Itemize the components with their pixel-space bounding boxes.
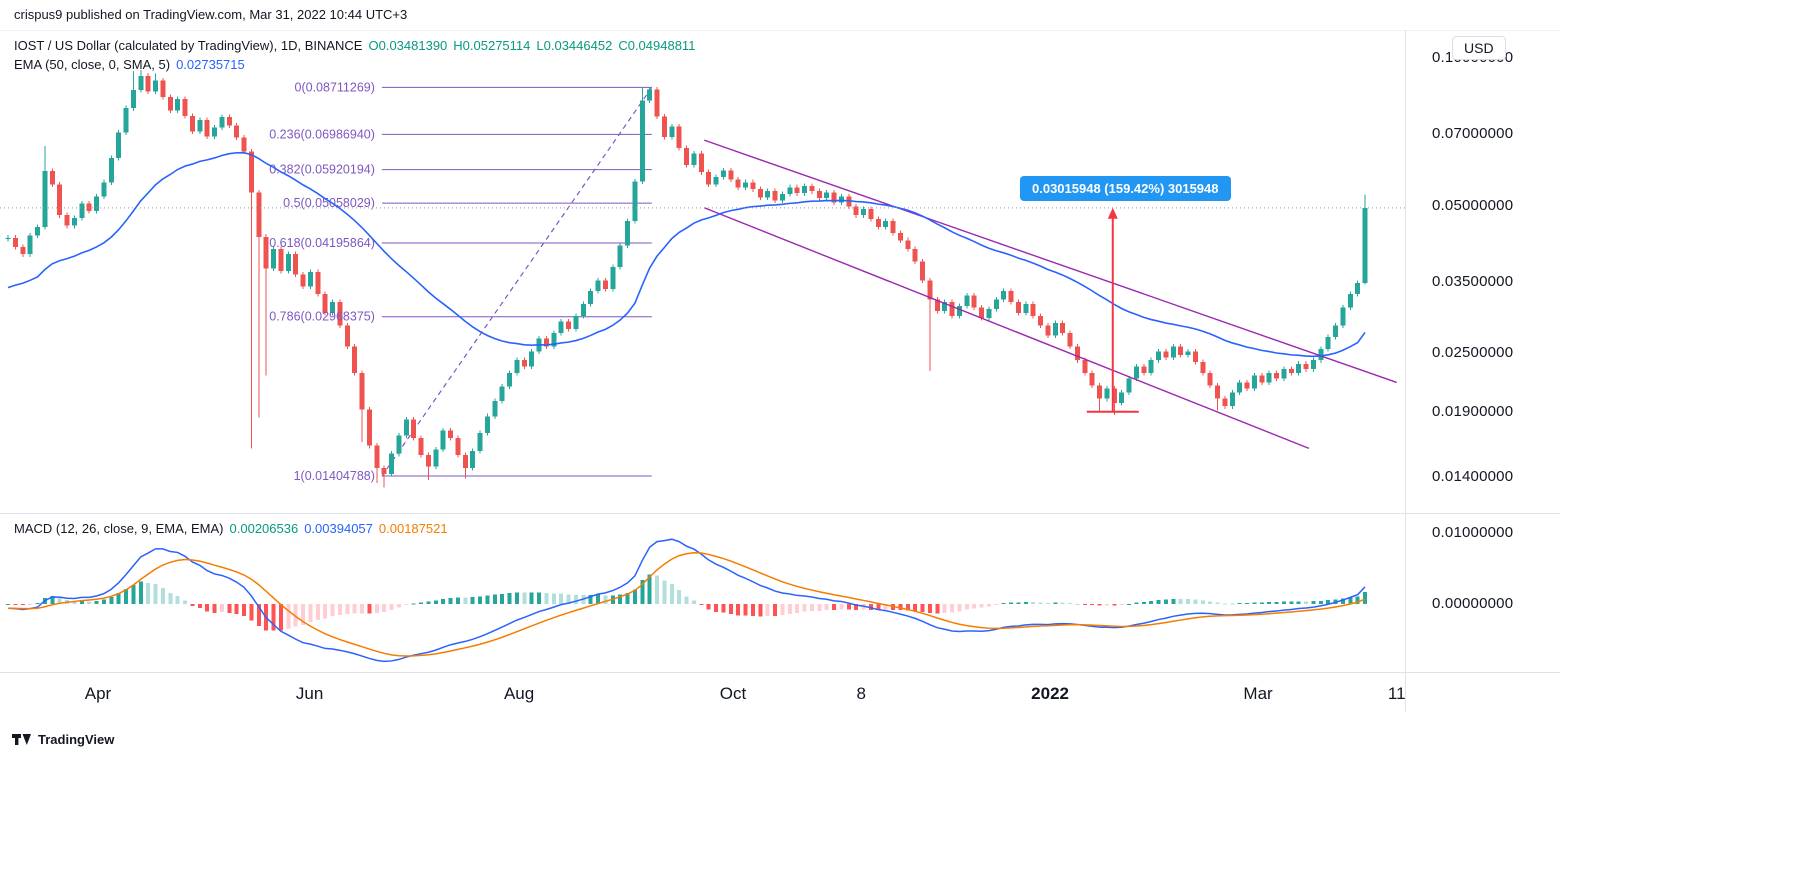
price-axis-label: 0.07000000 — [1432, 124, 1514, 142]
tradingview-brand-text: TradingView — [38, 732, 115, 747]
macd-signal-line — [7, 552, 1366, 657]
fib-level-label: 0.382(0.05920194) — [269, 163, 375, 177]
time-axis[interactable]: Apr Jun Aug Oct 8 2022 Mar 11 — [0, 684, 1406, 712]
ema50-line — [7, 151, 1366, 358]
time-axis-label: 11 — [1387, 684, 1406, 703]
macd-pane[interactable] — [6, 538, 1367, 663]
fib-level-label: 0.618(0.04195864) — [269, 236, 375, 250]
time-axis-separator — [0, 672, 1560, 673]
macd-histogram — [6, 574, 1367, 631]
fib-level-label: 1(0.01404788) — [294, 469, 375, 483]
macd-histogram-value: 0.00206536 — [229, 521, 299, 536]
channel-line — [703, 139, 1397, 384]
ema-legend[interactable]: EMA (50, close, 0, SMA, 5) 0.02735715 — [14, 57, 245, 72]
macd-line — [7, 538, 1366, 663]
attribution-text: crispus9 published on TradingView.com, M… — [14, 7, 408, 22]
fib-trend-line — [381, 87, 653, 477]
time-axis-label: Aug — [503, 684, 535, 703]
header-separator — [0, 30, 1560, 31]
fib-level-label: 0.236(0.06986940) — [269, 127, 375, 141]
ohlc-open: O0.03481390 — [368, 38, 448, 53]
time-axis-label: Oct — [719, 684, 747, 703]
price-axis[interactable]: 0.100000000.070000000.050000000.03500000… — [1405, 0, 1560, 712]
symbol-legend[interactable]: IOST / US Dollar (calculated by TradingV… — [14, 38, 695, 53]
symbol-title: IOST / US Dollar (calculated by TradingV… — [14, 38, 363, 53]
channel-line — [703, 207, 1310, 449]
candles-series — [5, 70, 1368, 488]
macd-line-value: 0.00394057 — [304, 521, 373, 536]
ema-title: EMA (50, close, 0, SMA, 5) — [14, 57, 171, 72]
time-axis-label: 8 — [856, 684, 867, 703]
fib-level-label: 0.786(0.02968375) — [269, 310, 375, 324]
pane-divider[interactable] — [0, 513, 1560, 514]
macd-signal-value: 0.00187521 — [378, 521, 448, 536]
ohlc-high: H0.05275114 — [453, 38, 531, 53]
ohlc-close: C0.04948811 — [618, 38, 696, 53]
macd-legend[interactable]: MACD (12, 26, close, 9, EMA, EMA) 0.0020… — [14, 521, 448, 536]
price-axis-label: 0.05000000 — [1432, 196, 1514, 214]
price-pane[interactable]: 0(0.08711269) 0.236(0.06986940) 0.382(0.05… — [0, 70, 1405, 488]
fib-level-label: 0(0.08711269) — [295, 80, 375, 94]
ohlc-low: L0.03446452 — [536, 38, 613, 53]
price-axis-label: 0.02500000 — [1432, 344, 1514, 362]
price-axis-label: 0.01900000 — [1432, 402, 1514, 420]
price-axis-label: 0.03500000 — [1432, 272, 1514, 290]
tradingview-logo[interactable]: TradingView — [12, 732, 114, 747]
macd-title: MACD (12, 26, close, 9, EMA, EMA) — [14, 521, 224, 536]
fib-retracement[interactable] — [381, 86, 653, 477]
time-axis-label: Jun — [295, 684, 324, 703]
ema-value: 0.02735715 — [176, 57, 245, 72]
time-axis-label: Mar — [1243, 684, 1273, 703]
measure-callout[interactable]: 0.03015948 (159.42%) 3015948 — [1020, 176, 1231, 201]
currency-toggle-button[interactable]: USD — [1452, 36, 1506, 60]
fib-level-label: 0.5(0.05058029) — [283, 196, 375, 210]
price-axis-separator — [1405, 30, 1406, 712]
time-axis-label: Apr — [84, 684, 112, 703]
measure-arrow[interactable] — [1086, 207, 1139, 413]
price-axis-label: 0.01400000 — [1432, 467, 1514, 485]
tradingview-logo-icon — [12, 734, 31, 745]
macd-axis-label: 0.00000000 — [1432, 595, 1514, 612]
fib-labels: 0(0.08711269) 0.236(0.06986940) 0.382(0.05… — [269, 80, 375, 483]
macd-axis-label: 0.01000000 — [1432, 524, 1514, 541]
chart-canvas[interactable]: 0(0.08711269) 0.236(0.06986940) 0.382(0.05… — [0, 0, 1560, 760]
time-axis-label: 2022 — [1031, 684, 1069, 703]
